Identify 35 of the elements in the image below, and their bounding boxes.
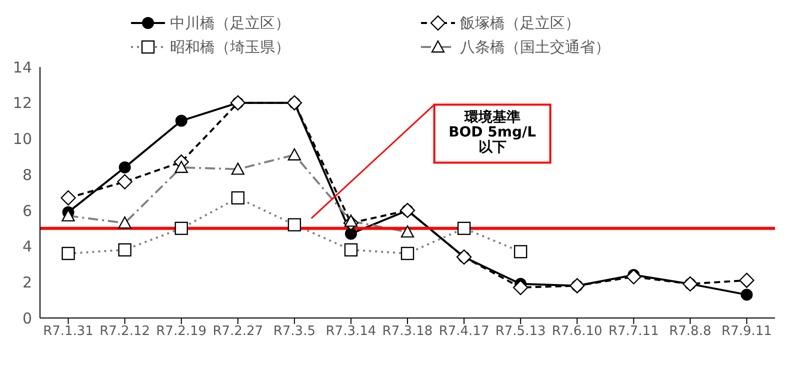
point: [117, 174, 132, 190]
y-tick-label: 10: [12, 130, 32, 148]
x-tick-label: R7.9.11: [722, 324, 772, 340]
y-tick-label: 6: [22, 202, 32, 220]
x-tick-label: R7.2.27: [212, 324, 264, 340]
x-tick-label: R7.4.17: [438, 324, 490, 340]
ref-line-label: 環境基準 BOD 5mg/L 以下: [448, 108, 536, 156]
legend-label: 昭和橋（埼玉県）: [170, 38, 290, 56]
point: [740, 288, 753, 301]
x-tick-label: R7.3.14: [326, 324, 376, 340]
point: [512, 280, 528, 296]
legend-label: 中川橋（足立区）: [170, 14, 290, 32]
y-tick-label: 14: [12, 58, 32, 76]
y-tick-label: 4: [22, 238, 32, 256]
point: [344, 228, 357, 240]
point: [626, 269, 642, 284]
x-tick-label: R7.3.18: [382, 324, 433, 340]
y-tick-label: 0: [22, 309, 32, 328]
y-tick-label: 12: [12, 94, 32, 112]
x-tick-label: R7.2.19: [156, 324, 207, 340]
point: [118, 161, 131, 174]
x-tick-label: R7.5.13: [495, 324, 546, 340]
x-tick-label: R7.6.10: [552, 324, 602, 340]
point: [60, 190, 76, 206]
x-tick-label: R7.3.5: [273, 324, 316, 340]
x-tick-label: R7.7.11: [608, 324, 659, 340]
y-tick-label: 8: [22, 166, 32, 184]
legend-label: 八条橋（国土交通省）: [460, 38, 610, 56]
y-tick-label: 2: [22, 273, 32, 292]
point: [175, 114, 188, 127]
legend-label: 飯塚橋（足立区）: [460, 14, 580, 32]
x-tick-label: R7.2.12: [100, 324, 150, 340]
point: [739, 272, 754, 288]
x-tick-label: R7.8.8: [669, 324, 712, 340]
x-tick-label: R7.1.31: [43, 324, 94, 340]
